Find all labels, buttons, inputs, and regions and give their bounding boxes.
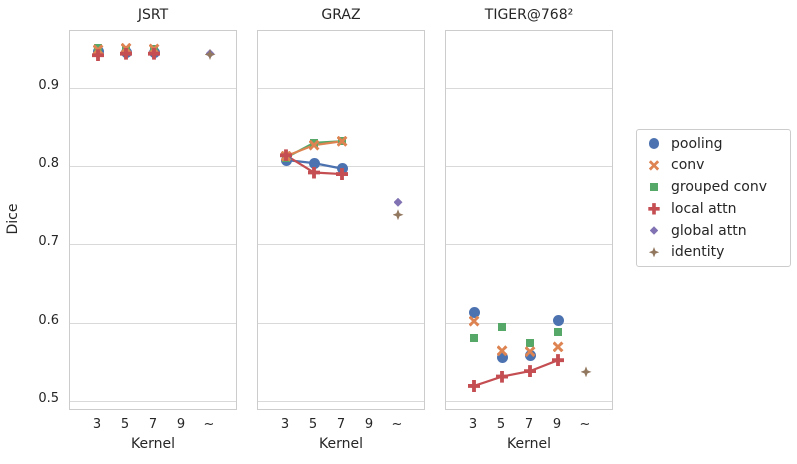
panel-title-graz: GRAZ bbox=[321, 7, 361, 23]
grid-line bbox=[446, 322, 612, 324]
x-tick-label: ~ bbox=[203, 417, 215, 432]
data-point-conv bbox=[468, 315, 480, 327]
x-axis-label: Kernel bbox=[131, 436, 175, 452]
x-tick-label: 7 bbox=[148, 417, 158, 432]
y-tick-label: 0.6 bbox=[38, 312, 59, 328]
grouped-conv-marker-icon bbox=[637, 183, 671, 191]
global-attn-marker-icon bbox=[637, 226, 671, 235]
x-tick-label: 5 bbox=[120, 417, 130, 432]
grid-line bbox=[70, 166, 236, 168]
data-point-pooling bbox=[552, 314, 564, 326]
data-point-conv bbox=[496, 345, 508, 357]
series-line-local-attn bbox=[473, 359, 559, 388]
grid-line bbox=[446, 244, 612, 246]
x-tick-label: ~ bbox=[579, 417, 591, 432]
legend-item-identity: identity bbox=[637, 242, 790, 262]
data-point-global-attn bbox=[393, 197, 403, 207]
grid-line bbox=[70, 322, 236, 324]
grid-line bbox=[70, 244, 236, 246]
x-tick-label: 9 bbox=[364, 417, 374, 432]
panel-title-jsrt: JSRT bbox=[137, 7, 169, 23]
legend-item-conv: conv bbox=[637, 155, 790, 175]
y-tick-label: 0.9 bbox=[38, 78, 59, 94]
panel-tiger-768- bbox=[445, 30, 613, 410]
grid-line bbox=[70, 88, 236, 90]
data-point-conv bbox=[552, 341, 564, 353]
grid-line bbox=[446, 88, 612, 90]
local-attn-marker-icon bbox=[637, 203, 671, 215]
data-point-conv bbox=[336, 135, 348, 147]
data-point-pooling bbox=[524, 349, 536, 361]
x-axis-label: Kernel bbox=[507, 436, 551, 452]
data-point-conv bbox=[308, 139, 320, 151]
x-tick-label: 5 bbox=[308, 417, 318, 432]
data-point-pooling bbox=[496, 351, 508, 363]
data-point-identity bbox=[204, 48, 216, 60]
data-point-grouped-conv bbox=[526, 338, 534, 347]
panel-graz bbox=[257, 30, 425, 410]
grid-line bbox=[258, 322, 424, 324]
data-point-conv bbox=[524, 346, 536, 358]
grid-line bbox=[258, 88, 424, 90]
data-point-grouped-conv bbox=[554, 328, 562, 337]
x-axis-label: Kernel bbox=[319, 436, 363, 452]
grid-line bbox=[446, 166, 612, 168]
grid-line bbox=[258, 244, 424, 246]
legend-label: grouped conv bbox=[671, 179, 768, 196]
legend-label: pooling bbox=[671, 135, 723, 152]
legend-label: global attn bbox=[671, 222, 747, 239]
x-tick-label: 9 bbox=[552, 417, 562, 432]
x-tick-label: 7 bbox=[524, 417, 534, 432]
pooling-marker-icon bbox=[637, 138, 671, 149]
x-tick-label: ~ bbox=[391, 417, 403, 432]
data-point-pooling bbox=[308, 157, 320, 169]
series-lines bbox=[285, 140, 343, 176]
conv-marker-icon bbox=[637, 160, 671, 171]
identity-marker-icon bbox=[637, 247, 671, 258]
legend-item-pooling: pooling bbox=[637, 134, 790, 154]
series-lines bbox=[70, 31, 238, 411]
x-tick-label: 3 bbox=[92, 417, 102, 432]
grid-line bbox=[446, 400, 612, 402]
data-point-grouped-conv bbox=[310, 138, 318, 147]
panel-title-tiger-768-: TIGER@768² bbox=[484, 7, 574, 23]
data-point-identity bbox=[580, 366, 592, 378]
y-tick-label: 0.7 bbox=[38, 234, 59, 250]
grid-line bbox=[70, 400, 236, 402]
y-tick-label: 0.8 bbox=[38, 156, 59, 172]
legend-item-global-attn: global attn bbox=[637, 221, 790, 241]
legend-item-grouped-conv: grouped conv bbox=[637, 177, 790, 197]
x-tick-label: 5 bbox=[496, 417, 506, 432]
panel-jsrt bbox=[69, 30, 237, 410]
x-tick-label: 9 bbox=[176, 417, 186, 432]
x-tick-label: 3 bbox=[468, 417, 478, 432]
legend-label: identity bbox=[671, 244, 725, 261]
legend: pooling conv grouped conv local attn global … bbox=[636, 129, 791, 267]
legend-label: conv bbox=[671, 157, 705, 174]
grid-line bbox=[258, 400, 424, 402]
y-axis-label: Dice bbox=[5, 203, 21, 235]
x-tick-label: 7 bbox=[336, 417, 346, 432]
y-tick-label: 0.5 bbox=[38, 390, 59, 406]
series-lines bbox=[473, 359, 559, 388]
legend-label: local attn bbox=[671, 200, 737, 217]
data-point-grouped-conv bbox=[470, 333, 478, 342]
legend-item-local-attn: local attn bbox=[637, 199, 790, 219]
data-point-identity bbox=[392, 209, 404, 221]
data-point-pooling bbox=[468, 306, 480, 318]
x-tick-label: 3 bbox=[280, 417, 290, 432]
data-point-grouped-conv bbox=[498, 323, 506, 332]
